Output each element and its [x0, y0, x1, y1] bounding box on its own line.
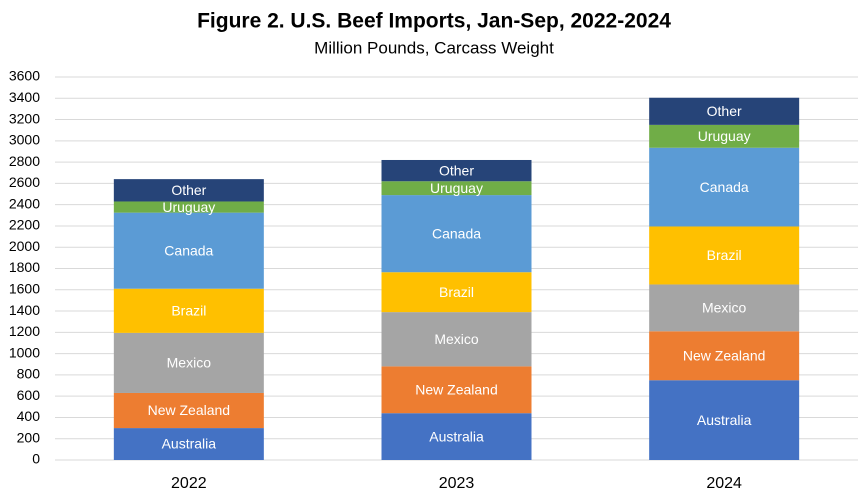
segment-label: Brazil: [171, 302, 206, 318]
x-tick-label: 2022: [171, 475, 207, 492]
bar-segment: [113, 201, 264, 213]
segment-label: Australia: [162, 436, 217, 452]
y-tick-label: 0: [32, 451, 40, 467]
y-tick-label: 1200: [9, 323, 40, 339]
segment-label: Other: [707, 103, 742, 119]
bar-segment: [649, 97, 800, 125]
y-tick-label: 600: [17, 387, 41, 403]
y-tick-label: 3400: [9, 89, 40, 105]
bar-segment: [649, 284, 800, 332]
x-tick-label: 2024: [706, 475, 742, 492]
bar-segment: [381, 413, 532, 460]
y-tick-label: 2800: [9, 153, 40, 169]
segment-label: New Zealand: [683, 347, 766, 363]
bar-segment: [649, 380, 800, 460]
segment-label: New Zealand: [148, 402, 231, 418]
x-tick-label: 2023: [439, 475, 475, 492]
segment-label: Australia: [429, 428, 484, 444]
segment-label: Other: [171, 182, 206, 198]
y-tick-label: 3600: [9, 68, 40, 84]
y-tick-label: 200: [17, 429, 41, 445]
segment-label: Canada: [432, 225, 481, 241]
bar-segment: [113, 288, 264, 333]
segment-label: Mexico: [167, 355, 212, 371]
segment-label: Brazil: [439, 284, 474, 300]
segment-label: Mexico: [434, 331, 479, 347]
chart-subtitle: Million Pounds, Carcass Weight: [314, 38, 554, 57]
bar-segment: [113, 332, 264, 393]
y-tick-label: 800: [17, 366, 41, 382]
bar-segment: [649, 226, 800, 285]
y-tick-label: 2400: [9, 195, 40, 211]
bar-segment: [113, 212, 264, 289]
segment-label: Uruguay: [162, 199, 215, 215]
segment-label: Brazil: [707, 247, 742, 263]
bar-segment: [381, 312, 532, 367]
segment-label: Australia: [697, 412, 752, 428]
bar-segment: [649, 124, 800, 148]
bar-segment: [113, 179, 264, 202]
y-tick-label: 3200: [9, 110, 40, 126]
segment-label: Uruguay: [430, 180, 483, 196]
bar-segment: [381, 159, 532, 182]
y-tick-label: 2600: [9, 174, 40, 190]
segment-label: New Zealand: [415, 381, 498, 397]
y-tick-label: 1800: [9, 259, 40, 275]
y-tick-label: 1600: [9, 280, 40, 296]
bar-segment: [649, 147, 800, 227]
y-tick-label: 1400: [9, 302, 40, 318]
bar-segment: [113, 392, 264, 429]
bar-segment: [381, 366, 532, 414]
y-tick-label: 3000: [9, 132, 40, 148]
chart-title: Figure 2. U.S. Beef Imports, Jan-Sep, 20…: [197, 10, 671, 33]
y-tick-label: 1000: [9, 344, 40, 360]
segment-label: Canada: [700, 179, 749, 195]
segment-label: Mexico: [702, 300, 747, 316]
segment-label: Canada: [164, 242, 213, 258]
y-tick-label: 2000: [9, 238, 40, 254]
bar-segment: [381, 195, 532, 273]
bar-segment: [381, 272, 532, 313]
bar-segment: [381, 181, 532, 196]
segment-label: Uruguay: [698, 128, 751, 144]
y-tick-label: 2200: [9, 217, 40, 233]
bar-segment: [649, 331, 800, 381]
y-tick-label: 400: [17, 408, 41, 424]
segment-label: Other: [439, 162, 474, 178]
bar-segment: [113, 428, 264, 460]
